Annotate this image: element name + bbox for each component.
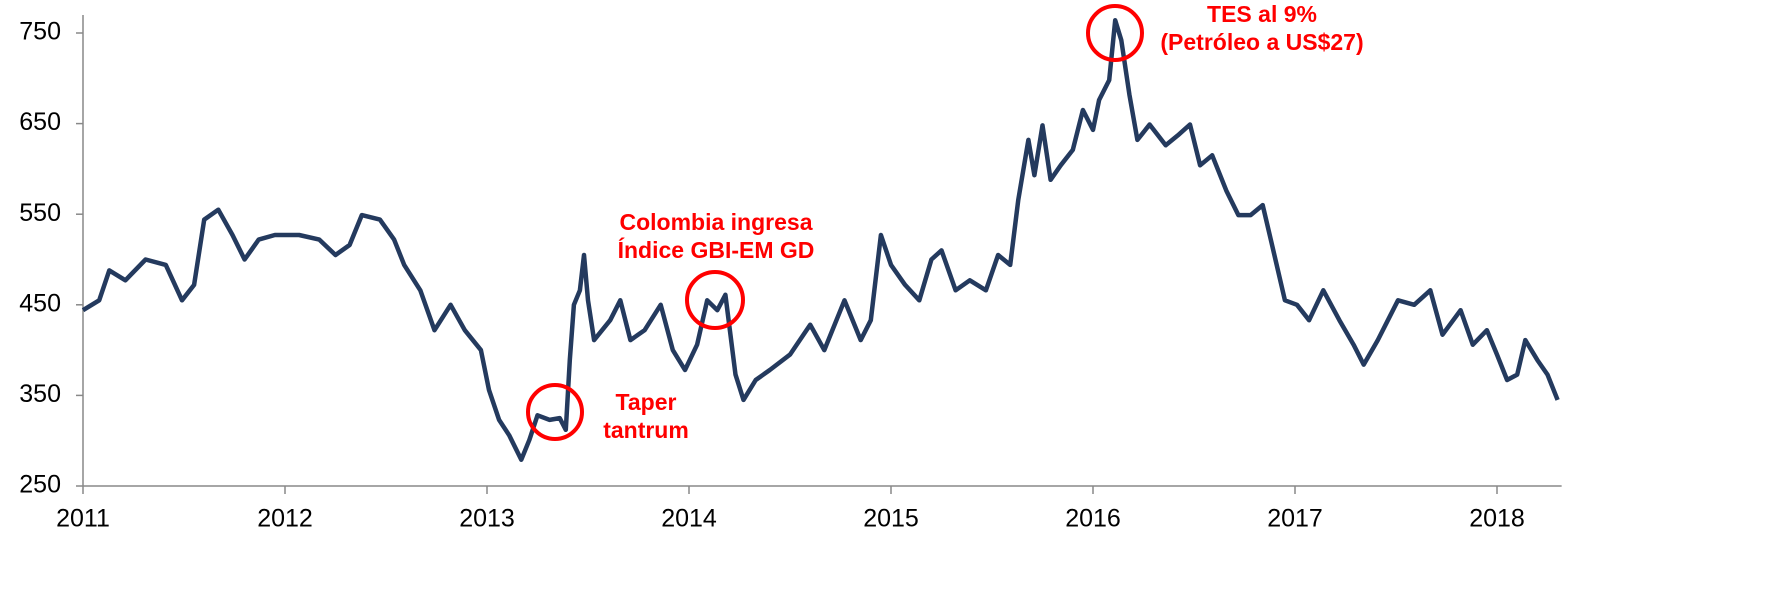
annotation-circle: [685, 270, 745, 330]
annotation-text: Taper: [616, 389, 677, 415]
x-tick-label: 2012: [257, 505, 313, 533]
x-tick-label: 2017: [1267, 505, 1323, 533]
x-tick-label: 2014: [661, 505, 717, 533]
x-tick-label: 2018: [1469, 505, 1525, 533]
annotation-text: Colombia ingresa: [620, 209, 813, 235]
annotation-text: TES al 9%: [1207, 1, 1317, 27]
y-tick-label: 750: [19, 18, 61, 46]
y-tick-label: 350: [19, 380, 61, 408]
x-tick-label: 2016: [1065, 505, 1121, 533]
annotation-text: (Petróleo a US$27): [1160, 29, 1363, 55]
y-tick-label: 250: [19, 471, 61, 499]
x-tick-label: 2011: [56, 505, 110, 533]
x-tick-label: 2015: [863, 505, 919, 533]
y-tick-label: 550: [19, 199, 61, 227]
y-tick-label: 450: [19, 289, 61, 317]
annotation-circle: [526, 383, 584, 441]
annotation-text: Índice GBI-EM GD: [618, 236, 815, 263]
series-line: [81, 18, 1560, 462]
annotation-text: tantrum: [603, 417, 689, 443]
y-tick-label: 650: [19, 108, 61, 136]
x-tick-label: 2013: [459, 505, 515, 533]
annotation-circle: [1086, 4, 1144, 62]
